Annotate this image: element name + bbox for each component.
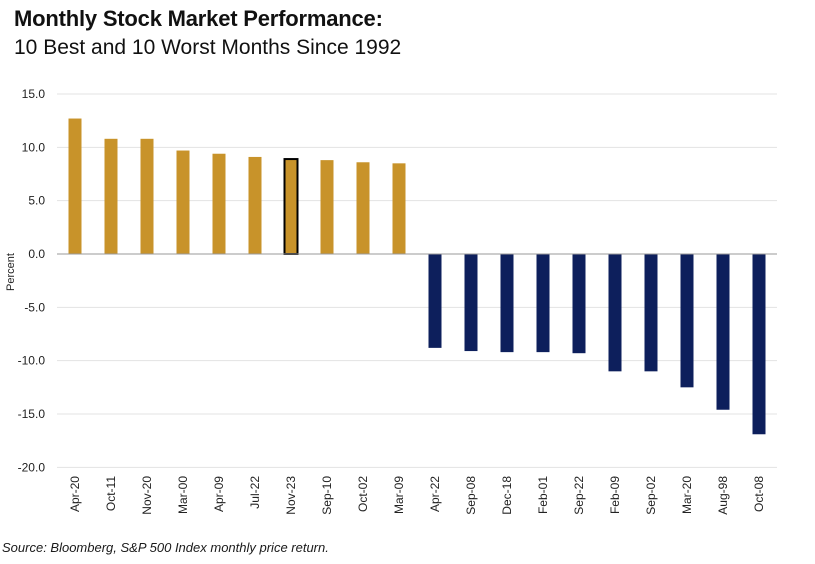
x-tick-label: Apr-22 bbox=[428, 476, 442, 512]
bar-oct-08 bbox=[752, 254, 766, 435]
x-tick-label: Oct-02 bbox=[356, 476, 370, 512]
x-tick-label: Mar-09 bbox=[392, 476, 406, 514]
bar-mar-00 bbox=[176, 150, 190, 254]
chart-subtitle: 10 Best and 10 Worst Months Since 1992 bbox=[14, 36, 402, 59]
x-tick-label: Sep-08 bbox=[464, 476, 478, 515]
bar-sep-22 bbox=[572, 254, 586, 354]
y-tick-label: -15.0 bbox=[18, 407, 46, 421]
y-tick-label: -5.0 bbox=[24, 300, 45, 314]
bar-sep-02 bbox=[644, 254, 658, 372]
bar-feb-01 bbox=[536, 254, 550, 353]
bar-sep-08 bbox=[464, 254, 478, 352]
bars bbox=[68, 118, 766, 435]
bar-apr-09 bbox=[212, 153, 226, 254]
bar-oct-11 bbox=[104, 138, 118, 254]
x-tick-label: Sep-02 bbox=[644, 476, 658, 515]
bar-oct-02 bbox=[356, 162, 370, 254]
bar-mar-09 bbox=[392, 163, 406, 254]
x-tick-label: Feb-09 bbox=[608, 476, 622, 514]
x-tick-label: Sep-10 bbox=[320, 476, 334, 515]
bar-jul-22 bbox=[248, 156, 262, 254]
y-tick-label: 15.0 bbox=[22, 87, 46, 101]
x-tick-label: Apr-20 bbox=[68, 476, 82, 512]
x-axis-ticks: Apr-20 Oct-11 Nov-20 Mar-00 Apr-09 Jul-22 Nov-… bbox=[68, 476, 766, 515]
x-tick-label: Oct-08 bbox=[752, 476, 766, 512]
bar-sep-10 bbox=[320, 160, 334, 254]
x-tick-label: Oct-11 bbox=[104, 476, 118, 511]
x-tick-label: Apr-09 bbox=[212, 476, 226, 512]
y-tick-label: 0.0 bbox=[28, 247, 45, 261]
y-axis-ticks: 15.0 10.0 5.0 0.0 -5.0 -10.0 -15.0 -20.0 bbox=[18, 87, 46, 474]
x-tick-label: Mar-20 bbox=[680, 476, 694, 514]
y-tick-label: -20.0 bbox=[18, 460, 46, 474]
x-tick-label: Aug-98 bbox=[716, 476, 730, 515]
bar-dec-18 bbox=[500, 254, 514, 353]
bar-nov-23 bbox=[283, 158, 299, 255]
y-tick-label: -10.0 bbox=[18, 354, 46, 368]
x-tick-label: Sep-22 bbox=[572, 476, 586, 515]
bar-apr-20 bbox=[68, 118, 82, 255]
y-axis-label: Percent bbox=[5, 253, 17, 291]
bar-nov-20 bbox=[140, 138, 154, 254]
x-tick-label: Nov-20 bbox=[140, 476, 154, 515]
x-tick-label: Mar-00 bbox=[176, 476, 190, 514]
y-tick-label: 10.0 bbox=[22, 140, 46, 154]
source-note: Source: Bloomberg, S&P 500 Index monthly… bbox=[2, 540, 329, 555]
x-tick-label: Dec-18 bbox=[500, 476, 514, 515]
x-tick-label: Feb-01 bbox=[536, 476, 550, 514]
x-tick-label: Jul-22 bbox=[248, 476, 262, 509]
bar-apr-22 bbox=[428, 254, 442, 348]
x-tick-label: Nov-23 bbox=[284, 476, 298, 515]
y-tick-label: 5.0 bbox=[28, 194, 45, 208]
chart-title: Monthly Stock Market Performance: bbox=[14, 6, 383, 31]
bar-mar-20 bbox=[680, 254, 694, 388]
bar-aug-98 bbox=[716, 254, 730, 410]
bar-feb-09 bbox=[608, 254, 622, 372]
gridlines bbox=[57, 93, 777, 468]
